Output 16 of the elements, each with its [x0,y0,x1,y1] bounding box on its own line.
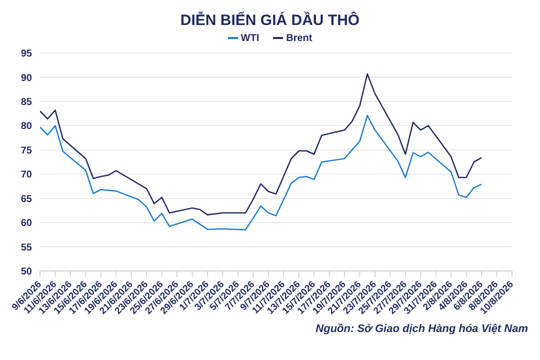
y-tick-label: 80 [20,121,32,132]
y-tick-label: 85 [20,96,32,108]
y-tick-label: 95 [20,48,32,60]
text: Nguồn: Sở Giao dịch Hàng hóa Việt Nam [314,323,529,335]
y-tick-label: 55 [20,242,32,254]
y-tick-label: 65 [20,194,32,205]
y-tick-label: 50 [20,266,32,278]
y-tick-label: 75 [20,145,32,156]
line-series [40,73,482,216]
legend-label: Brent [285,32,312,44]
y-tick-label: 90 [20,72,32,84]
chart-title: DIỄN BIẾN GIÁ DẦU THÔ [179,10,361,29]
line-series [40,114,482,230]
y-tick-label: 60 [20,218,32,230]
y-tick-label: 70 [20,170,32,181]
legend-label: WTI [240,32,260,44]
